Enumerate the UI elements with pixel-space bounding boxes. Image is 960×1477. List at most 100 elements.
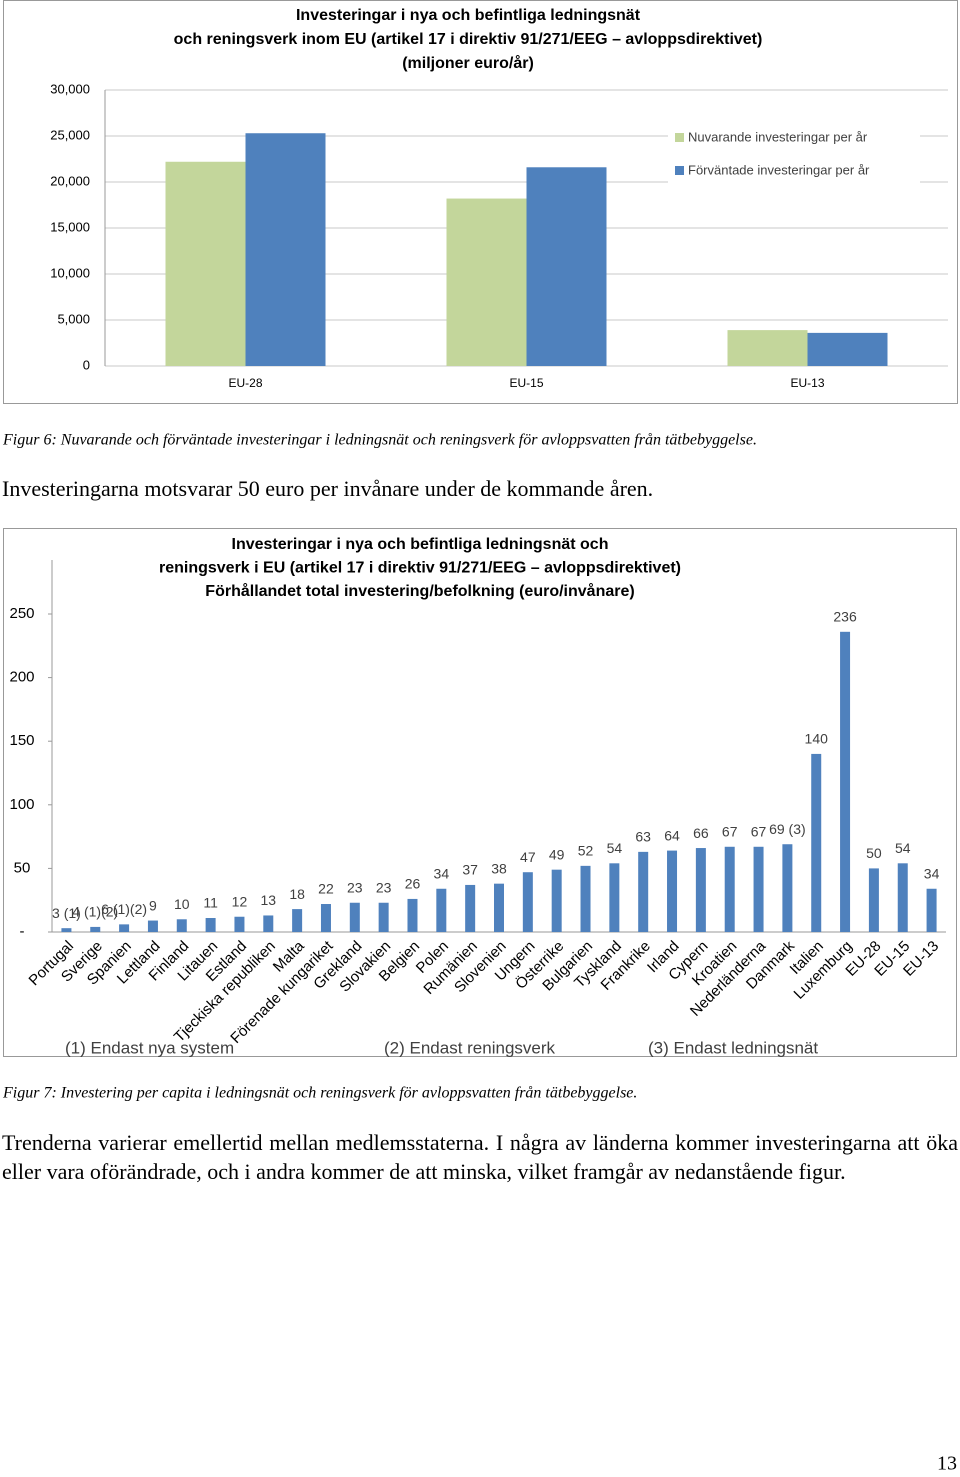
bar [753, 846, 764, 932]
chart-title: reningsverk i EU (artikel 17 i direktiv … [159, 560, 681, 577]
bar [667, 850, 678, 932]
data-label: 12 [232, 893, 248, 909]
bar [147, 920, 158, 932]
data-label: 52 [578, 843, 594, 859]
y-tick-label: 0 [83, 357, 90, 372]
data-label: 37 [462, 862, 478, 878]
data-label: 54 [895, 840, 911, 856]
note: (3) Endast ledningsnät [648, 1038, 818, 1057]
bar [551, 869, 562, 932]
bar [378, 902, 389, 932]
page-number: 13 [937, 1453, 957, 1475]
bar [840, 631, 851, 932]
x-tick-label: EU-28 [228, 376, 262, 390]
data-label: 63 [635, 829, 651, 845]
data-label: 23 [376, 879, 392, 895]
bar [494, 883, 504, 932]
note: (2) Endast reningsverk [384, 1038, 556, 1057]
data-label: 22 [318, 881, 334, 897]
y-tick-label: - [20, 923, 25, 940]
data-label: 6 (1)(2) [101, 901, 147, 917]
data-label: 34 [924, 865, 940, 881]
data-label: 66 [693, 825, 709, 841]
y-tick-label: 30,000 [50, 81, 90, 96]
chart-title: Investeringar i nya och befintliga ledni… [232, 536, 609, 553]
bar [446, 198, 527, 366]
chart-title: Investeringar i nya och befintliga ledni… [296, 7, 641, 24]
chart-title: och reningsverk inom EU (artikel 17 i di… [174, 31, 763, 48]
chart-frame [3, 528, 957, 1057]
legend-background [668, 122, 920, 186]
y-tick-label: 250 [9, 605, 34, 622]
bar [724, 846, 735, 932]
legend-swatch [675, 166, 684, 175]
note: (1) Endast nya system [65, 1038, 234, 1057]
data-label: 26 [405, 876, 421, 892]
bar [926, 888, 937, 932]
data-label: 140 [805, 731, 829, 747]
data-label: 18 [289, 886, 305, 902]
bar [320, 904, 331, 932]
y-tick-label: 25,000 [50, 127, 90, 142]
bar [234, 916, 245, 932]
bar [580, 865, 591, 932]
y-tick-label: 150 [9, 732, 34, 749]
bar [119, 924, 130, 932]
bar [526, 167, 607, 366]
data-label: 23 [347, 879, 363, 895]
data-label: 34 [434, 865, 450, 881]
bar [695, 848, 706, 932]
y-tick-label: 200 [9, 669, 34, 686]
data-label: 54 [607, 840, 623, 856]
bar [165, 161, 246, 366]
bar [465, 884, 476, 932]
bar [245, 133, 326, 366]
legend-label: Förväntade investeringar per år [688, 162, 870, 177]
chart-title: Förhållandet total investering/befolknin… [205, 582, 634, 600]
bar [807, 332, 888, 366]
data-label: 64 [664, 827, 680, 843]
bar [609, 863, 620, 932]
data-label: 3 (1) [52, 905, 81, 921]
data-label: 10 [174, 896, 190, 912]
data-label: 11 [203, 895, 218, 911]
bar [61, 928, 72, 932]
bar [868, 868, 879, 932]
data-label: 67 [722, 823, 738, 839]
data-label: 47 [520, 849, 536, 865]
bar [90, 926, 101, 932]
x-tick-label: EU-13 [790, 376, 824, 390]
y-tick-label: 5,000 [57, 311, 90, 326]
data-label: 69 (3) [769, 821, 806, 837]
bar [349, 902, 360, 932]
bar [292, 909, 303, 932]
bar [897, 863, 908, 932]
data-label: 9 [149, 897, 157, 913]
caption: Figur 7: Investering per capita i lednin… [2, 1085, 637, 1102]
y-tick-label: 50 [14, 859, 31, 876]
legend-swatch [675, 133, 684, 142]
data-label: 49 [549, 846, 565, 862]
legend-label: Nuvarande investeringar per år [688, 129, 868, 144]
y-tick-label: 100 [9, 796, 34, 813]
data-label: 4 (1)(2) [72, 904, 118, 920]
y-tick-label: 15,000 [50, 219, 90, 234]
caption: Figur 6: Nuvarande och förväntade invest… [2, 432, 757, 449]
data-label: 67 [751, 823, 767, 839]
bar [727, 330, 808, 366]
bar [263, 915, 274, 932]
bar [782, 844, 793, 932]
bar [638, 851, 649, 932]
y-tick-label: 20,000 [50, 173, 90, 188]
bar [176, 919, 187, 932]
bar [407, 898, 418, 932]
data-label: 38 [491, 860, 507, 876]
data-label: 236 [833, 609, 857, 625]
bar [522, 872, 533, 932]
data-label: 50 [866, 845, 882, 861]
bar [436, 888, 447, 932]
paragraph: Investeringarna motsvarar 50 euro per in… [2, 476, 654, 501]
data-label: 13 [261, 892, 277, 908]
